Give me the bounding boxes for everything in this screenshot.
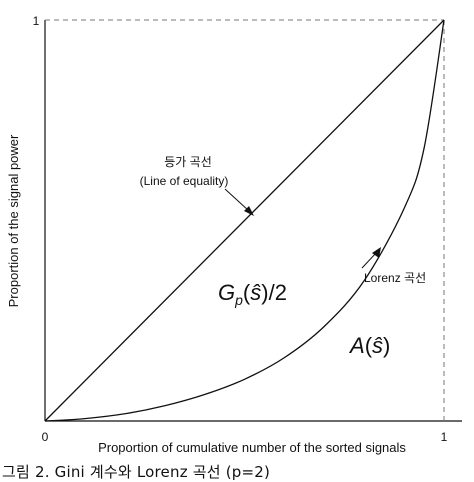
- lorenz-curve: [44, 19, 445, 422]
- figure-caption: 그림 2. Gini 계수와 Lorenz 곡선 (p=2): [2, 463, 271, 481]
- x-tick-0: 0: [42, 430, 49, 444]
- equality-arrowhead: [244, 206, 254, 216]
- y-tick-1: 1: [33, 14, 40, 28]
- equality-label-line2: (Line of equality): [140, 174, 229, 188]
- lorenz-arrowhead: [372, 247, 381, 258]
- equality-label-line1: 등가 곡선: [164, 155, 212, 169]
- x-axis-label: Proportion of cumulative number of the s…: [98, 440, 406, 455]
- equality-line: [44, 19, 445, 422]
- y-axis-label: Proportion of the signal power: [6, 134, 21, 307]
- lorenz-label: Lorenz 곡선: [364, 271, 426, 285]
- x-tick-1: 1: [441, 430, 448, 444]
- gini-region-label: Gp(ŝ)/2: [218, 280, 287, 308]
- area-region-label: A(ŝ): [348, 333, 390, 358]
- equality-pointer: [224, 188, 250, 212]
